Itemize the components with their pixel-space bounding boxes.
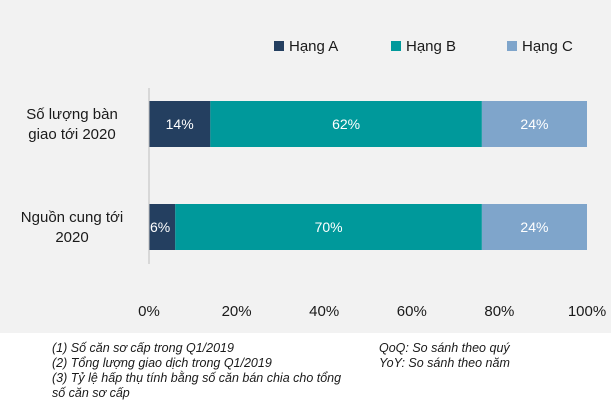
chart-panel: 14% 62% 24% 6% 70% 24% Số lượng bàn giao tới 20… [0, 0, 611, 333]
x-tick-label-5: 80% [484, 303, 514, 320]
legend-label-3: Hạng C [522, 38, 573, 55]
category-label-1-line-1: Số lượng bàn [26, 106, 118, 123]
legend-swatch-1 [274, 41, 284, 51]
bar-segment-2-1 [149, 204, 176, 250]
definition-yoy: YoY: So sánh theo năm [379, 356, 510, 370]
footnotes: (1) Số căn sơ cấp trong Q1/2019 (2) Tổng… [52, 341, 352, 401]
x-tick-label-1: 0% [138, 303, 160, 320]
legend-label-2: Hạng B [406, 38, 456, 55]
category-label-2-line-1: Nguồn cung tới [21, 209, 123, 226]
bar-segment-1-3 [481, 101, 587, 147]
stacked-bar-chart: 14% 62% 24% 6% 70% 24% Số lượng bàn giao tới 20… [21, 38, 606, 320]
legend-swatch-3 [507, 41, 517, 51]
data-label-2-3: 24% [520, 219, 548, 235]
footnote-2: (2) Tổng lượng giao dịch trong Q1/2019 [52, 356, 272, 370]
bar-segment-1-1 [149, 101, 211, 147]
x-tick-label-6: 100% [568, 303, 606, 320]
data-label-1-2: 62% [332, 116, 360, 132]
bar-segment-2-3 [481, 204, 587, 250]
data-label-2-1: 6% [150, 219, 170, 235]
legend-label-1: Hạng A [289, 38, 338, 55]
definition-qoq: QoQ: So sánh theo quý [379, 341, 510, 355]
x-tick-label-3: 40% [309, 303, 339, 320]
footnote-1: (1) Số căn sơ cấp trong Q1/2019 [52, 341, 234, 355]
category-label-1-line-2: giao tới 2020 [28, 126, 115, 143]
data-label-1-1: 14% [166, 116, 194, 132]
category-label-2-line-2: 2020 [55, 229, 88, 246]
bar-segment-1-2 [210, 101, 482, 147]
legend-swatch-2 [391, 41, 401, 51]
footnote-3: (3) Tỷ lệ hấp thụ tính bằng số căn bán c… [52, 371, 342, 400]
x-tick-label-2: 20% [222, 303, 252, 320]
x-tick-label-4: 60% [397, 303, 427, 320]
data-label-1-3: 24% [520, 116, 548, 132]
bar-segment-2-2 [175, 204, 482, 250]
data-label-2-2: 70% [315, 219, 343, 235]
abbreviation-definitions: QoQ: So sánh theo quý YoY: So sánh theo … [379, 341, 599, 371]
